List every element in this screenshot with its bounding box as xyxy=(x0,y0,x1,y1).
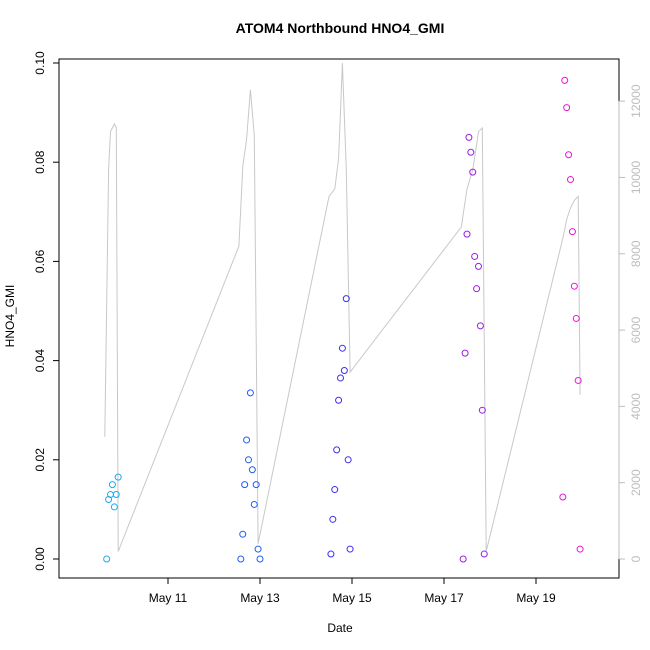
data-point xyxy=(248,466,256,474)
data-point xyxy=(241,481,249,489)
y-tick-label: 0.00 xyxy=(33,547,47,571)
y2-tick-label: 4000 xyxy=(629,393,643,420)
data-point xyxy=(559,493,567,501)
x-tick-label: May 13 xyxy=(240,591,280,605)
data-point xyxy=(346,545,354,553)
data-point xyxy=(333,446,341,454)
x-tick-label: May 15 xyxy=(332,591,372,605)
data-point xyxy=(478,406,486,414)
data-point xyxy=(114,473,122,481)
data-point xyxy=(335,396,343,404)
y-tick-label: 0.08 xyxy=(33,150,47,174)
data-point xyxy=(256,555,264,563)
data-point xyxy=(245,456,252,464)
data-point xyxy=(561,76,569,84)
data-point xyxy=(476,322,484,330)
y2-tick-label: 10000 xyxy=(629,160,643,194)
data-point xyxy=(237,555,245,563)
x-tick-label: May 19 xyxy=(516,591,556,605)
data-point xyxy=(563,104,571,112)
y2-tick-label: 12000 xyxy=(629,84,643,118)
x-tick-label: May 11 xyxy=(149,591,188,605)
y2-tick-label: 0 xyxy=(629,555,643,562)
data-point xyxy=(110,503,118,511)
data-point xyxy=(340,367,348,375)
data-point xyxy=(574,376,582,384)
altitude-line xyxy=(104,62,581,552)
data-point xyxy=(567,176,574,184)
x-tick-label: May 17 xyxy=(424,591,464,605)
data-point xyxy=(342,295,350,303)
data-point xyxy=(461,349,469,357)
data-point xyxy=(108,481,116,489)
data-point xyxy=(338,344,346,352)
y-axis-label: HNO4_GMI xyxy=(3,285,17,348)
data-point xyxy=(572,314,580,322)
y-tick-label: 0.04 xyxy=(33,349,47,373)
y-tick-label: 0.10 xyxy=(33,51,47,75)
data-point xyxy=(337,374,344,382)
data-point xyxy=(250,500,258,508)
data-point xyxy=(473,285,481,293)
y2-tick-label: 8000 xyxy=(629,240,643,267)
data-point xyxy=(252,481,260,489)
y2-axis: 0 2000 4000 6000 8000 10000 12000 xyxy=(618,84,643,562)
data-point xyxy=(327,550,335,558)
data-point xyxy=(576,545,584,553)
y-axis: 0.00 0.02 0.04 0.06 0.08 0.10 xyxy=(33,51,60,571)
x-axis: May 11 May 13 May 15 May 17 May 19 xyxy=(149,577,556,605)
y2-tick-label: 2000 xyxy=(629,469,643,496)
data-point xyxy=(246,389,254,397)
data-point xyxy=(475,262,482,270)
data-point xyxy=(344,456,352,464)
data-point xyxy=(112,491,120,499)
data-point xyxy=(103,555,111,563)
data-point xyxy=(463,230,471,238)
data-point xyxy=(570,282,578,290)
points-layer xyxy=(103,76,584,563)
data-point xyxy=(568,228,576,236)
data-point xyxy=(254,545,262,553)
data-point xyxy=(480,550,488,558)
data-point xyxy=(467,148,475,156)
altitude-layer xyxy=(104,62,581,552)
y2-tick-label: 6000 xyxy=(629,316,643,343)
data-point xyxy=(565,151,573,159)
data-point xyxy=(459,555,467,563)
data-point xyxy=(329,515,337,523)
data-point xyxy=(471,252,479,260)
data-point xyxy=(239,530,247,538)
data-point xyxy=(243,436,251,444)
data-point xyxy=(465,133,473,141)
data-point xyxy=(469,168,477,176)
y-tick-label: 0.06 xyxy=(33,249,47,273)
data-point xyxy=(331,486,339,494)
y-tick-label: 0.02 xyxy=(33,448,47,472)
chart-title: ATOM4 Northbound HNO4_GMI xyxy=(236,20,445,36)
x-axis-label: Date xyxy=(327,621,353,635)
